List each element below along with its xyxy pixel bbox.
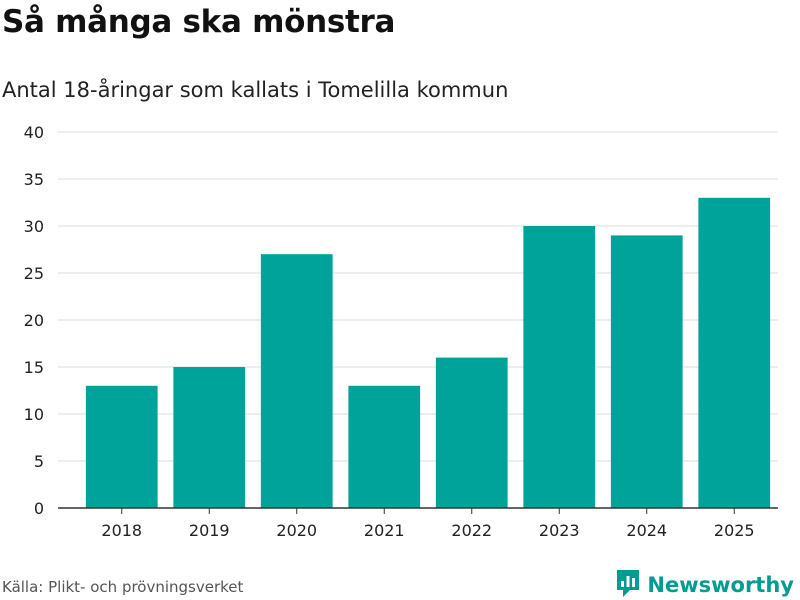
y-tick-label: 25 — [24, 264, 44, 283]
x-tick-label: 2025 — [714, 521, 755, 540]
y-tick-label: 0 — [34, 499, 44, 518]
y-tick-label: 15 — [24, 358, 44, 377]
y-axis-ticks: 0 5 10 15 20 25 30 35 40 — [24, 123, 44, 518]
y-tick-label: 35 — [24, 170, 44, 189]
x-tick-label: 2023 — [539, 521, 580, 540]
bar-2022 — [435, 357, 508, 508]
chart-subtitle: Antal 18-åringar som kallats i Tomelilla… — [2, 78, 509, 102]
bar-2018 — [85, 385, 158, 508]
brand[interactable]: Newsworthy — [615, 568, 794, 600]
bar-2025 — [698, 197, 771, 509]
x-tick-label: 2019 — [189, 521, 230, 540]
y-tick-label: 30 — [24, 217, 44, 236]
brand-name: Newsworthy — [647, 573, 794, 597]
bars — [85, 197, 771, 509]
bar-2024 — [610, 235, 683, 508]
x-tick-label: 2021 — [364, 521, 405, 540]
y-tick-label: 10 — [24, 405, 44, 424]
x-tick-label: 2020 — [276, 521, 317, 540]
y-tick-label: 5 — [34, 452, 44, 471]
y-tick-label: 40 — [24, 123, 44, 142]
x-tick-label: 2018 — [101, 521, 142, 540]
bar-2019 — [173, 367, 246, 508]
x-tick-label: 2022 — [451, 521, 492, 540]
x-tick-label: 2024 — [626, 521, 667, 540]
bar-2021 — [348, 385, 421, 508]
x-axis-ticks: 2018 2019 2020 2021 2022 2023 2024 2025 — [101, 508, 755, 540]
chart-title: Så många ska mönstra — [2, 4, 396, 40]
bar-2023 — [523, 226, 596, 508]
bar-2020 — [260, 254, 333, 508]
newsworthy-logo-icon — [615, 568, 641, 600]
source-note: Källa: Plikt- och prövningsverket — [2, 578, 244, 596]
y-tick-label: 20 — [24, 311, 44, 330]
